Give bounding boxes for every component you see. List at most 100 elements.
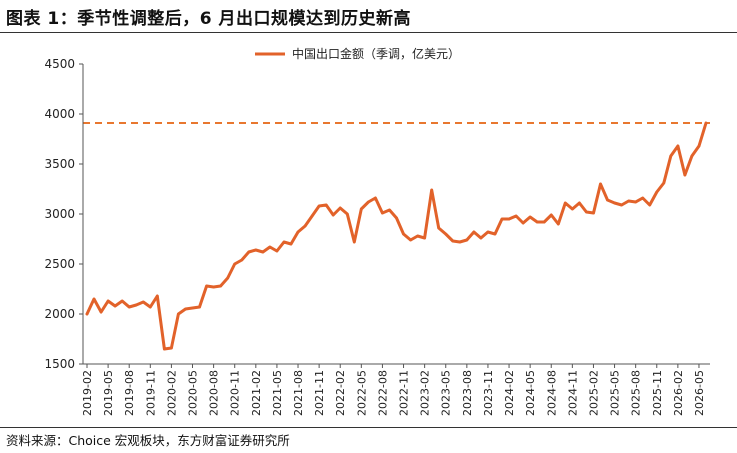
x-tick-label: 2021-02 — [250, 370, 263, 416]
data-point — [549, 213, 553, 217]
data-point — [571, 207, 574, 211]
data-point — [613, 201, 616, 205]
data-point — [620, 203, 623, 207]
data-point — [338, 206, 342, 210]
data-point — [493, 232, 497, 236]
data-point — [198, 305, 201, 309]
data-point — [486, 230, 490, 234]
data-point — [402, 232, 405, 236]
data-point — [655, 190, 659, 194]
data-point — [592, 211, 595, 215]
x-tick-label: 2026-02 — [672, 370, 685, 416]
data-point — [134, 303, 138, 307]
y-tick-label: 4500 — [44, 57, 75, 71]
x-tick-label: 2022-02 — [334, 370, 347, 416]
data-point — [662, 181, 666, 185]
data-point — [212, 285, 215, 289]
data-point — [163, 347, 166, 351]
data-point — [507, 217, 511, 221]
data-point — [535, 220, 539, 224]
data-point — [458, 240, 462, 244]
data-point — [388, 208, 391, 212]
data-point — [240, 258, 244, 262]
data-point — [296, 230, 300, 234]
x-tick-label: 2025-02 — [587, 370, 600, 416]
x-tick-label: 2019-11 — [144, 370, 157, 416]
data-point — [191, 306, 194, 310]
data-point — [556, 222, 560, 226]
data-point — [127, 305, 131, 309]
y-tick-label: 2500 — [44, 257, 75, 271]
x-axis: 2019-02 2019-05 2019-08 2019-11 2020-02 2020-… — [81, 364, 706, 416]
data-point — [528, 215, 532, 219]
x-tick-label: 2023-08 — [461, 370, 474, 416]
data-point — [352, 240, 356, 244]
data-point — [381, 211, 384, 215]
data-point — [606, 198, 609, 202]
data-point — [423, 236, 426, 240]
data-point — [409, 238, 412, 242]
data-point — [106, 299, 110, 303]
data-point — [289, 242, 293, 246]
export-line-chart: 中国出口金额（季调，亿美元） 1500 2000 2500 3000 3500 4000 4… — [44, 46, 710, 416]
x-tick-label: 2024-02 — [503, 370, 516, 416]
x-tick-label: 2022-11 — [398, 370, 411, 416]
data-point — [120, 299, 124, 303]
data-point — [268, 245, 272, 249]
data-point — [275, 249, 279, 253]
data-point — [226, 276, 229, 280]
data-point — [324, 203, 328, 207]
x-tick-label: 2023-05 — [440, 370, 453, 416]
data-point — [416, 234, 419, 238]
data-point — [578, 201, 581, 205]
data-point — [113, 304, 117, 308]
data-point — [451, 239, 455, 243]
data-point — [282, 240, 286, 244]
data-point — [233, 262, 237, 266]
y-tick-label: 1500 — [44, 357, 75, 371]
data-point — [261, 250, 265, 254]
x-tick-label: 2024-05 — [524, 370, 537, 416]
x-tick-label: 2019-08 — [123, 370, 136, 416]
data-point — [85, 312, 89, 316]
data-point — [92, 297, 96, 301]
figure-title: 图表 1：季节性调整后，6 月出口规模达到历史新高 — [6, 9, 411, 29]
data-point — [669, 154, 673, 158]
x-tick-label: 2024-11 — [566, 370, 579, 416]
data-point — [690, 154, 694, 158]
data-point — [479, 236, 483, 240]
data-point — [514, 214, 518, 218]
data-point — [437, 226, 441, 230]
x-tick-label: 2019-02 — [81, 370, 94, 416]
data-point — [444, 232, 448, 236]
data-point — [149, 305, 152, 309]
data-point — [430, 188, 433, 192]
x-tick-label: 2020-02 — [165, 370, 178, 416]
source-rule — [0, 427, 737, 428]
data-point — [697, 144, 701, 148]
x-tick-label: 2020-11 — [229, 370, 242, 416]
data-points — [85, 121, 708, 351]
x-tick-label: 2021-05 — [271, 370, 284, 416]
data-point — [170, 346, 173, 350]
data-point — [367, 200, 370, 204]
x-tick-label: 2024-08 — [545, 370, 558, 416]
data-point — [310, 214, 314, 218]
data-point — [634, 200, 637, 204]
data-point — [676, 144, 680, 148]
series-line — [85, 121, 708, 351]
data-point — [648, 203, 652, 207]
data-point — [683, 173, 687, 177]
data-point — [247, 250, 251, 254]
x-tick-label: 2025-11 — [651, 370, 664, 416]
legend: 中国出口金额（季调，亿美元） — [255, 46, 460, 61]
data-point — [219, 284, 222, 288]
data-point — [542, 220, 546, 224]
data-point — [641, 196, 644, 200]
y-tick-label: 4000 — [44, 107, 75, 121]
data-point — [177, 312, 180, 316]
x-tick-label: 2021-08 — [292, 370, 305, 416]
x-tick-label: 2021-11 — [313, 370, 326, 416]
data-point — [374, 196, 377, 200]
y-tick-label: 3500 — [44, 157, 75, 171]
